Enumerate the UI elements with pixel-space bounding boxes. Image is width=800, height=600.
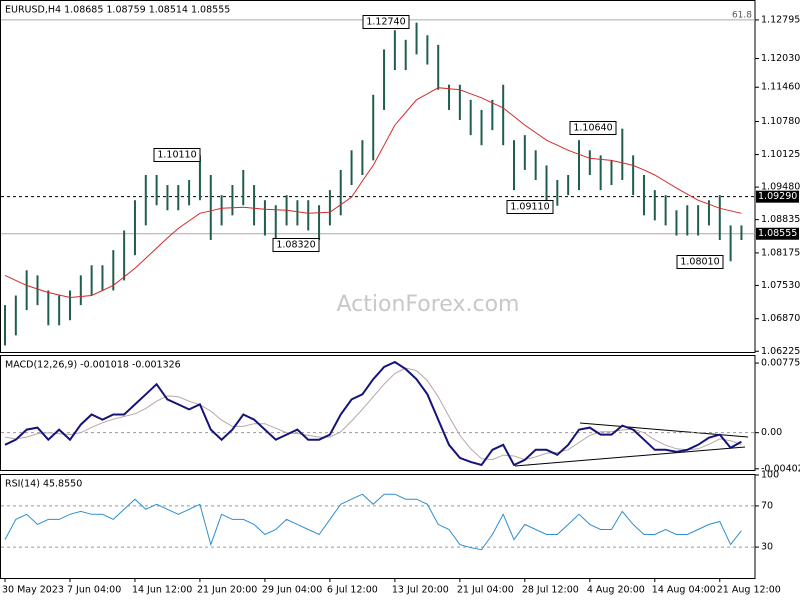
y-tick-label: 1.06225 — [761, 346, 800, 357]
level-label: 61.8 — [732, 10, 752, 20]
y-tick-label: 30 — [761, 542, 773, 553]
panel-title: EURUSD,H4 1.08685 1.08759 1.08514 1.0855… — [5, 5, 230, 16]
watermark: ActionForex.com — [337, 292, 520, 317]
rsi-panel — [0, 474, 756, 579]
annotation: 1.09110 — [510, 202, 549, 213]
x-tick-label: 13 Jul 20:00 — [392, 585, 449, 596]
trend-line — [514, 446, 746, 467]
price-box-label: 1.09290 — [758, 191, 797, 202]
x-tick-label: 14 Jun 12:00 — [132, 585, 192, 596]
x-tick-label: 30 May 2023 — [2, 585, 64, 596]
x-tick-label: 21 Jul 04:00 — [457, 585, 514, 596]
annotation: 1.10640 — [573, 123, 612, 134]
y-tick-label: 0.00 — [761, 427, 782, 438]
annotation: 1.08010 — [680, 257, 719, 268]
y-tick-label: 1.06870 — [761, 313, 800, 324]
price-box-label: 1.08555 — [758, 228, 797, 239]
y-tick-label: 1.08835 — [761, 214, 800, 225]
price-box — [756, 227, 799, 240]
annotation-box — [362, 15, 410, 29]
moving-average — [4, 87, 742, 299]
x-tick-label: 29 Jun 04:00 — [262, 585, 322, 596]
y-tick-label: 70 — [761, 500, 773, 511]
y-tick-label: 1.11460 — [761, 82, 800, 93]
annotation-box — [506, 200, 554, 214]
x-tick-label: 7 Jun 04:00 — [67, 585, 121, 596]
annotation: 1.12740 — [366, 17, 405, 28]
x-tick-label: 21 Jun 20:00 — [197, 585, 257, 596]
annotation-box — [676, 255, 724, 269]
annotation-box — [569, 121, 617, 135]
y-tick-label: 1.12795 — [761, 14, 800, 25]
annotation-box — [153, 148, 201, 162]
panel-title: RSI(14) 45.8550 — [5, 479, 82, 490]
y-tick-label: 0.007753 — [761, 358, 800, 369]
macd-line — [4, 360, 742, 467]
annotation: 1.10110 — [157, 150, 196, 161]
x-tick-label: 28 Jul 12:00 — [522, 585, 579, 596]
y-tick-label: 1.08175 — [761, 247, 800, 258]
x-tick-label: 14 Aug 04:00 — [652, 585, 716, 596]
y-tick-label: 1.12030 — [761, 53, 800, 64]
y-tick-label: 1.09480 — [761, 182, 800, 193]
y-tick-label: 1.07530 — [761, 280, 800, 291]
rsi-line — [4, 493, 742, 551]
macd-panel — [0, 355, 756, 471]
price-panel — [0, 0, 756, 353]
x-tick-label: 21 Aug 12:00 — [717, 585, 781, 596]
y-tick-label: 1.10125 — [761, 149, 800, 160]
annotation: 1.08320 — [276, 240, 315, 251]
panel-title: MACD(12,26,9) -0.001018 -0.001326 — [5, 360, 181, 371]
x-tick-label: 4 Aug 20:00 — [587, 585, 645, 596]
y-tick-label: -0.004027 — [761, 463, 800, 474]
x-tick-label: 6 Jul 12:00 — [327, 585, 378, 596]
price-box — [756, 190, 799, 203]
signal-line — [4, 367, 742, 461]
y-tick-label: 100 — [761, 470, 779, 481]
annotation-box — [272, 238, 320, 252]
y-tick-label: 1.10780 — [761, 116, 800, 127]
